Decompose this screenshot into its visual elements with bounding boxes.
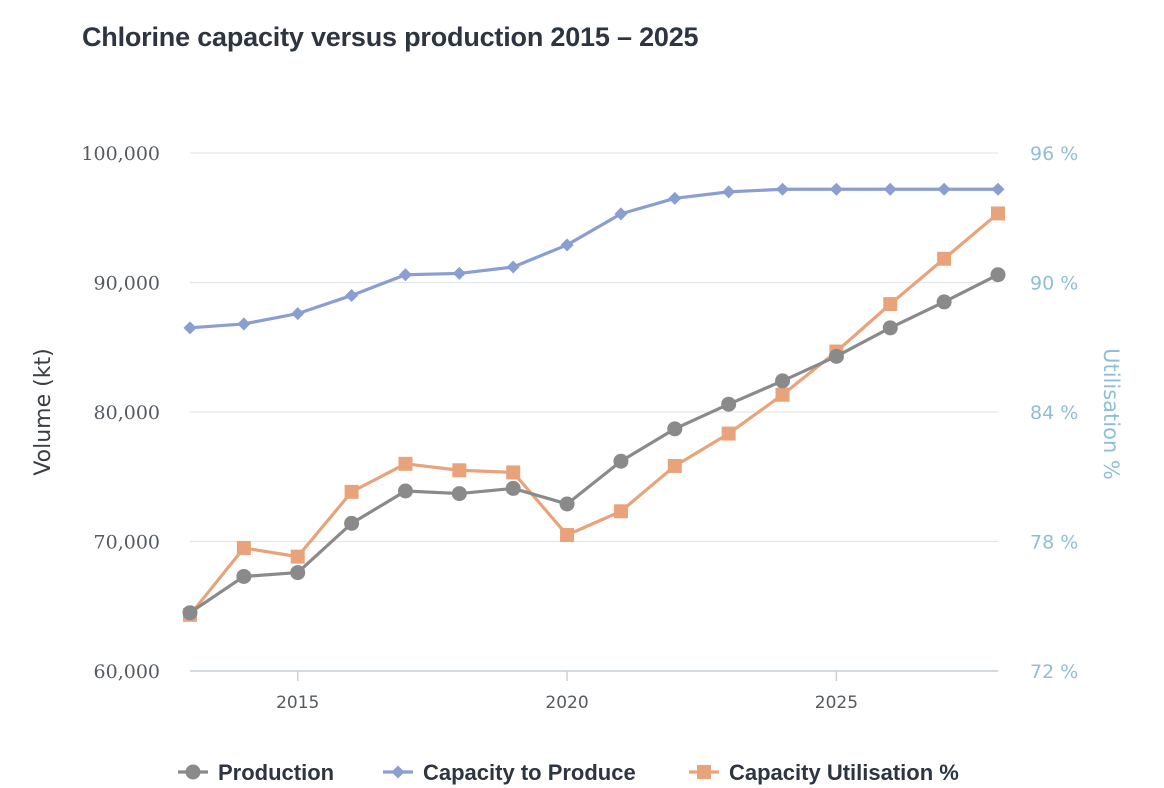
data-point (560, 528, 575, 543)
data-point (452, 463, 467, 478)
data-point (291, 307, 305, 321)
data-point (182, 605, 198, 621)
data-point (883, 182, 897, 196)
data-point (828, 348, 844, 364)
y2-tick-label: 96 % (1030, 143, 1078, 165)
data-point (290, 565, 306, 581)
legend-item: Capacity Utilisation % (689, 760, 959, 785)
data-point (236, 540, 251, 555)
legend-marker (697, 765, 711, 779)
legend: Production Capacity to Produce Capacity Ut… (178, 760, 959, 785)
legend-marker (185, 764, 201, 780)
data-point (722, 185, 736, 199)
data-point (614, 207, 628, 221)
legend-label: Capacity to Produce (423, 760, 636, 785)
data-point (775, 387, 790, 402)
data-point (937, 251, 952, 266)
series-line (188, 212, 1000, 616)
y-tick-label: 70,000 (94, 532, 160, 554)
x-tick-label: 2025 (815, 693, 858, 713)
legend-item: Production (178, 760, 334, 785)
series-production (182, 267, 1006, 621)
data-point (397, 483, 413, 499)
data-point (829, 182, 843, 196)
data-point (398, 456, 413, 471)
series-capacity-utilisation (183, 206, 1005, 622)
data-point (936, 294, 952, 310)
data-point (344, 484, 359, 499)
y-tick-label: 90,000 (94, 273, 160, 295)
y-tick-label: 60,000 (94, 661, 160, 683)
x-tick-label: 2015 (276, 693, 319, 713)
data-point (559, 496, 575, 512)
legend-label: Production (218, 760, 334, 785)
data-point (344, 515, 360, 531)
y-axis-title: Volume (kt) (31, 348, 56, 475)
series-capacity-to-produce (183, 182, 1005, 335)
data-point (560, 238, 574, 252)
data-point (668, 191, 682, 205)
legend-label: Capacity Utilisation % (729, 760, 959, 785)
axes: 60,000 70,000 80,000 90,000 100,000 72 % 78 % 8… (31, 143, 1123, 713)
data-point (882, 320, 898, 336)
data-point (183, 321, 197, 335)
y2-tick-label: 72 % (1030, 661, 1078, 683)
data-point (506, 260, 520, 274)
data-point (937, 182, 951, 196)
data-point (721, 396, 737, 412)
series-line (189, 273, 999, 615)
data-point (506, 465, 521, 480)
data-point (613, 504, 628, 519)
data-point (236, 568, 252, 584)
y2-axis-title: Utilisation % (1099, 348, 1123, 480)
data-point (991, 182, 1005, 196)
data-point (613, 453, 629, 469)
y2-tick-label: 90 % (1030, 273, 1078, 295)
chart-title: Chlorine capacity versus production 2015… (82, 22, 699, 52)
data-point (883, 297, 898, 312)
data-point (776, 182, 790, 196)
data-point (775, 373, 791, 389)
data-point (991, 206, 1005, 221)
y2-tick-label: 84 % (1030, 402, 1078, 424)
x-tick-label: 2020 (545, 693, 588, 713)
y2-tick-label: 78 % (1030, 532, 1078, 554)
data-point (667, 458, 682, 473)
data-point (451, 486, 467, 502)
legend-item: Capacity to Produce (383, 760, 636, 785)
data-point (398, 268, 412, 282)
data-point (237, 317, 251, 331)
series-line (189, 187, 998, 330)
data-point (452, 266, 466, 280)
y-tick-label: 100,000 (81, 143, 160, 165)
data-point (345, 288, 359, 302)
legend-marker (391, 765, 405, 779)
y-tick-label: 80,000 (94, 402, 160, 424)
data-point (505, 480, 521, 496)
data-point (721, 426, 736, 441)
data-point (667, 421, 683, 437)
data-point (290, 549, 305, 564)
data-point (990, 267, 1006, 283)
series-layer (182, 182, 1006, 622)
